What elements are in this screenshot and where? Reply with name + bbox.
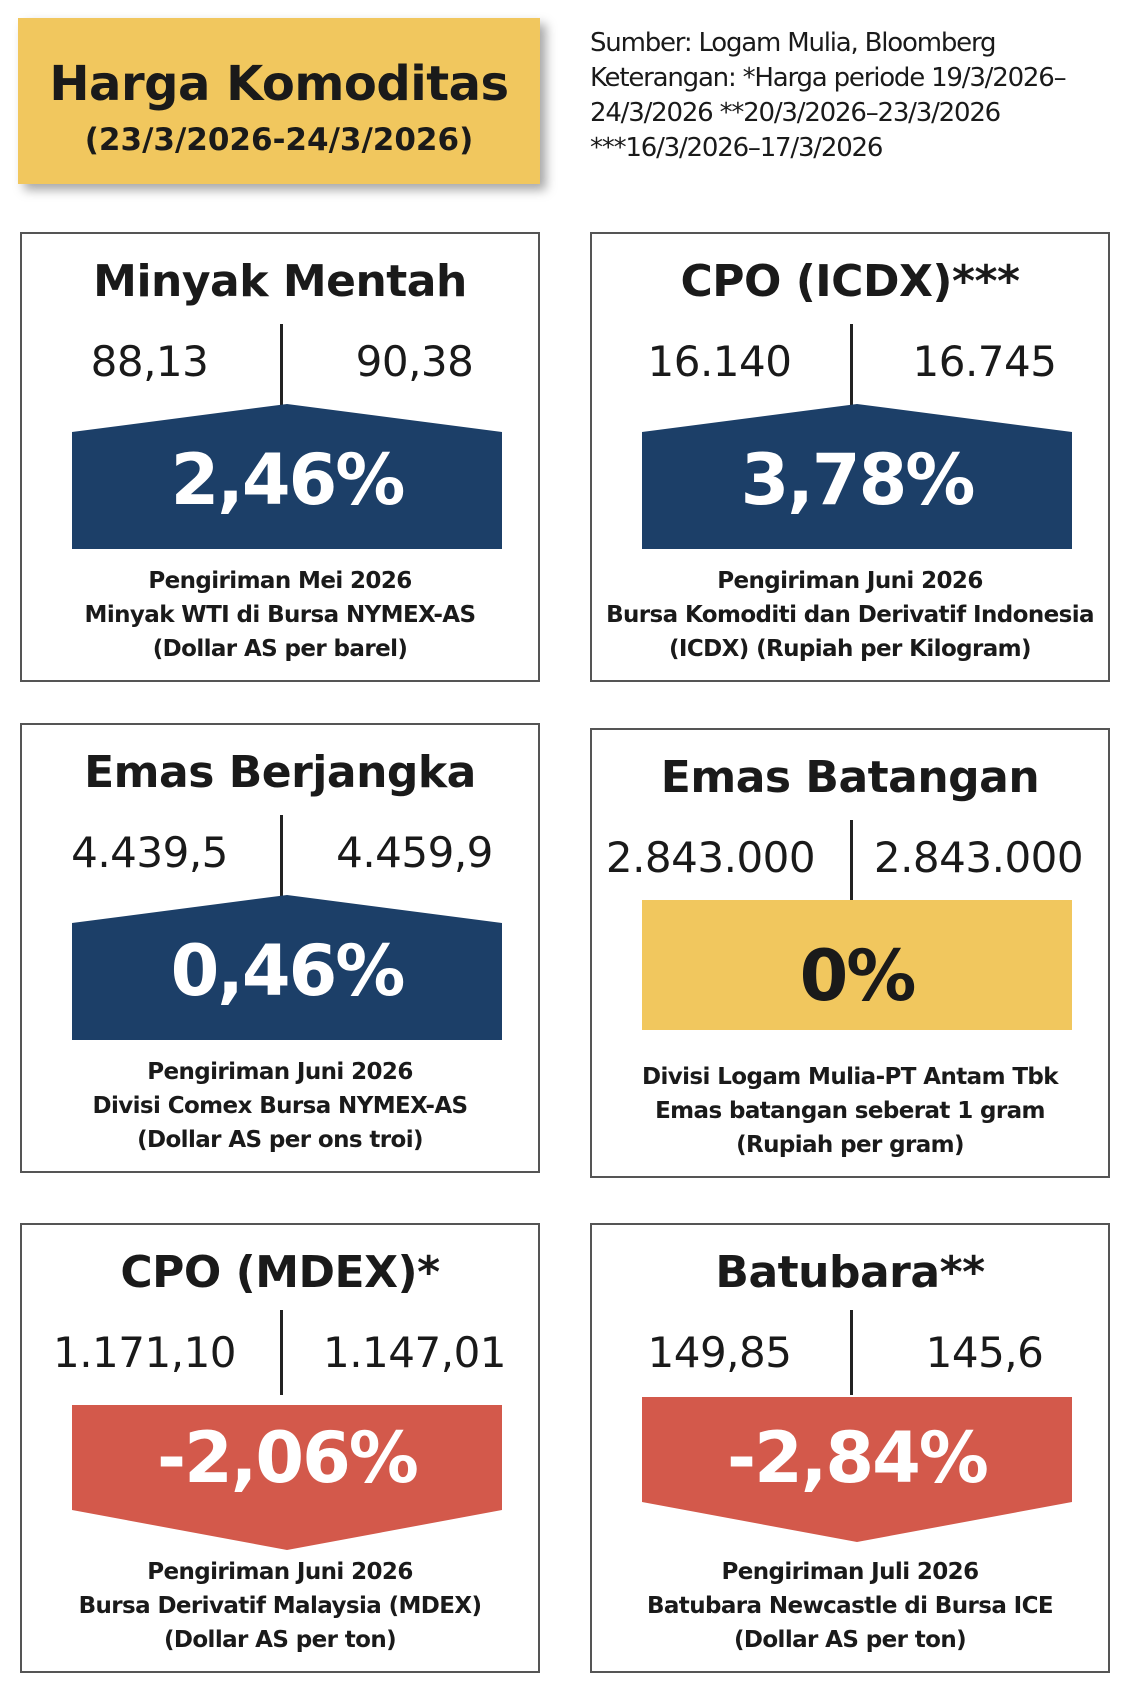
previous-price: 4.439,5	[71, 828, 228, 877]
change-shape	[72, 895, 502, 1040]
note-line: Pengiriman Juli 2026	[721, 1559, 980, 1585]
change-percent: 0,46%	[170, 930, 406, 1012]
change-percent: -2,84%	[727, 1417, 989, 1499]
note-line: (Dollar AS per ton)	[163, 1627, 397, 1653]
header-box: Harga Komoditas (23/3/2026-24/3/2026)	[18, 18, 540, 184]
commodity-title: Batubara**	[715, 1247, 985, 1298]
price-divider	[850, 820, 853, 905]
previous-price: 1.171,10	[52, 1328, 237, 1377]
current-price: 145,6	[925, 1328, 1044, 1377]
current-price: 1.147,01	[322, 1328, 507, 1377]
change-indicator-down	[642, 1397, 1072, 1542]
note-line: (Dollar AS per ons troi)	[137, 1127, 423, 1153]
note-line: (Dollar AS per ton)	[733, 1627, 967, 1653]
note-line: Pengiriman Juni 2026	[147, 1559, 413, 1585]
commodity-notes: Pengiriman Juli 2026 Batubara Newcastle …	[592, 1555, 1108, 1657]
commodity-card-batubara: Batubara** 149,85 145,6 -2,84% Pengirima…	[590, 1223, 1110, 1673]
commodity-title: CPO (MDEX)*	[120, 1247, 440, 1298]
note-line: Pengiriman Juni 2026	[147, 1059, 413, 1085]
previous-price: 88,13	[90, 337, 209, 386]
change-indicator-down	[72, 1405, 502, 1550]
current-price: 4.459,9	[336, 828, 493, 877]
source-line: Sumber: Logam Mulia, Bloomberg	[590, 28, 996, 58]
commodity-card-emas-berjangka: Emas Berjangka 4.439,5 4.459,9 0,46% Pen…	[20, 723, 540, 1173]
note-line: (Rupiah per gram)	[736, 1132, 964, 1158]
commodity-notes: Pengiriman Juni 2026 Divisi Comex Bursa …	[22, 1055, 538, 1157]
note-line: Emas batangan seberat 1 gram	[655, 1098, 1045, 1124]
note-line: (ICDX) (Rupiah per Kilogram)	[669, 636, 1032, 662]
note-line: (Dollar AS per barel)	[152, 636, 408, 662]
commodity-card-minyak-mentah: Minyak Mentah 88,13 90,38 2,46% Pengirim…	[20, 232, 540, 682]
note-line: Pengiriman Mei 2026	[148, 568, 412, 594]
change-shape	[72, 1405, 502, 1550]
source-line: 24/3/2026 **20/3/2026–23/3/2026	[590, 98, 1001, 128]
current-price: 2.843.000	[873, 833, 1084, 882]
change-percent: 2,46%	[170, 439, 406, 521]
price-divider	[280, 324, 283, 409]
previous-price: 2.843.000	[605, 833, 816, 882]
previous-price: 149,85	[647, 1328, 792, 1377]
note-line: Bursa Komoditi dan Derivatif Indonesia	[606, 602, 1094, 628]
current-price: 90,38	[355, 337, 474, 386]
commodity-card-emas-batangan: Emas Batangan 2.843.000 2.843.000 0% Div…	[590, 728, 1110, 1178]
change-percent: -2,06%	[157, 1417, 419, 1499]
current-price: 16.745	[912, 337, 1057, 386]
change-shape	[72, 404, 502, 549]
change-shape	[642, 404, 1072, 549]
change-shape	[642, 1397, 1072, 1542]
change-indicator-up	[642, 404, 1072, 549]
commodity-notes: Divisi Logam Mulia-PT Antam Tbk Emas bat…	[592, 1060, 1108, 1162]
note-line: Pengiriman Juni 2026	[717, 568, 983, 594]
note-line: Minyak WTI di Bursa NYMEX-AS	[84, 602, 476, 628]
commodity-title: Minyak Mentah	[93, 256, 467, 307]
commodity-notes: Pengiriman Mei 2026 Minyak WTI di Bursa …	[22, 564, 538, 666]
page-title: Harga Komoditas	[49, 56, 509, 112]
commodity-card-cpo-mdex: CPO (MDEX)* 1.171,10 1.147,01 -2,06% Pen…	[20, 1223, 540, 1673]
page-period: (23/3/2026-24/3/2026)	[84, 122, 474, 158]
note-line: Batubara Newcastle di Bursa ICE	[646, 1593, 1054, 1619]
price-divider	[850, 1310, 853, 1395]
commodity-notes: Pengiriman Juni 2026 Bursa Derivatif Mal…	[22, 1555, 538, 1657]
commodity-title: CPO (ICDX)***	[680, 256, 1020, 307]
change-shape	[642, 900, 1072, 1030]
change-indicator-up	[72, 895, 502, 1040]
change-indicator-up	[72, 404, 502, 549]
previous-price: 16.140	[647, 337, 792, 386]
commodity-card-cpo-icdx: CPO (ICDX)*** 16.140 16.745 3,78% Pengir…	[590, 232, 1110, 682]
price-divider	[280, 1310, 283, 1395]
price-divider	[280, 815, 283, 900]
source-line: Keterangan: *Harga periode 19/3/2026–	[590, 63, 1067, 93]
change-indicator-flat	[642, 900, 1072, 1030]
commodity-title: Emas Batangan	[660, 752, 1040, 803]
commodity-notes: Pengiriman Juni 2026 Bursa Komoditi dan …	[592, 564, 1108, 666]
source-note: Sumber: Logam Mulia, Bloomberg Keteranga…	[590, 26, 1110, 166]
price-divider	[850, 324, 853, 409]
note-line: Divisi Logam Mulia-PT Antam Tbk	[641, 1064, 1059, 1090]
note-line: Divisi Comex Bursa NYMEX-AS	[92, 1093, 468, 1119]
note-line: Bursa Derivatif Malaysia (MDEX)	[78, 1593, 482, 1619]
source-line: ***16/3/2026–17/3/2026	[590, 133, 883, 163]
change-percent: 3,78%	[740, 439, 976, 521]
change-percent: 0%	[799, 935, 917, 1017]
commodity-title: Emas Berjangka	[84, 747, 476, 798]
